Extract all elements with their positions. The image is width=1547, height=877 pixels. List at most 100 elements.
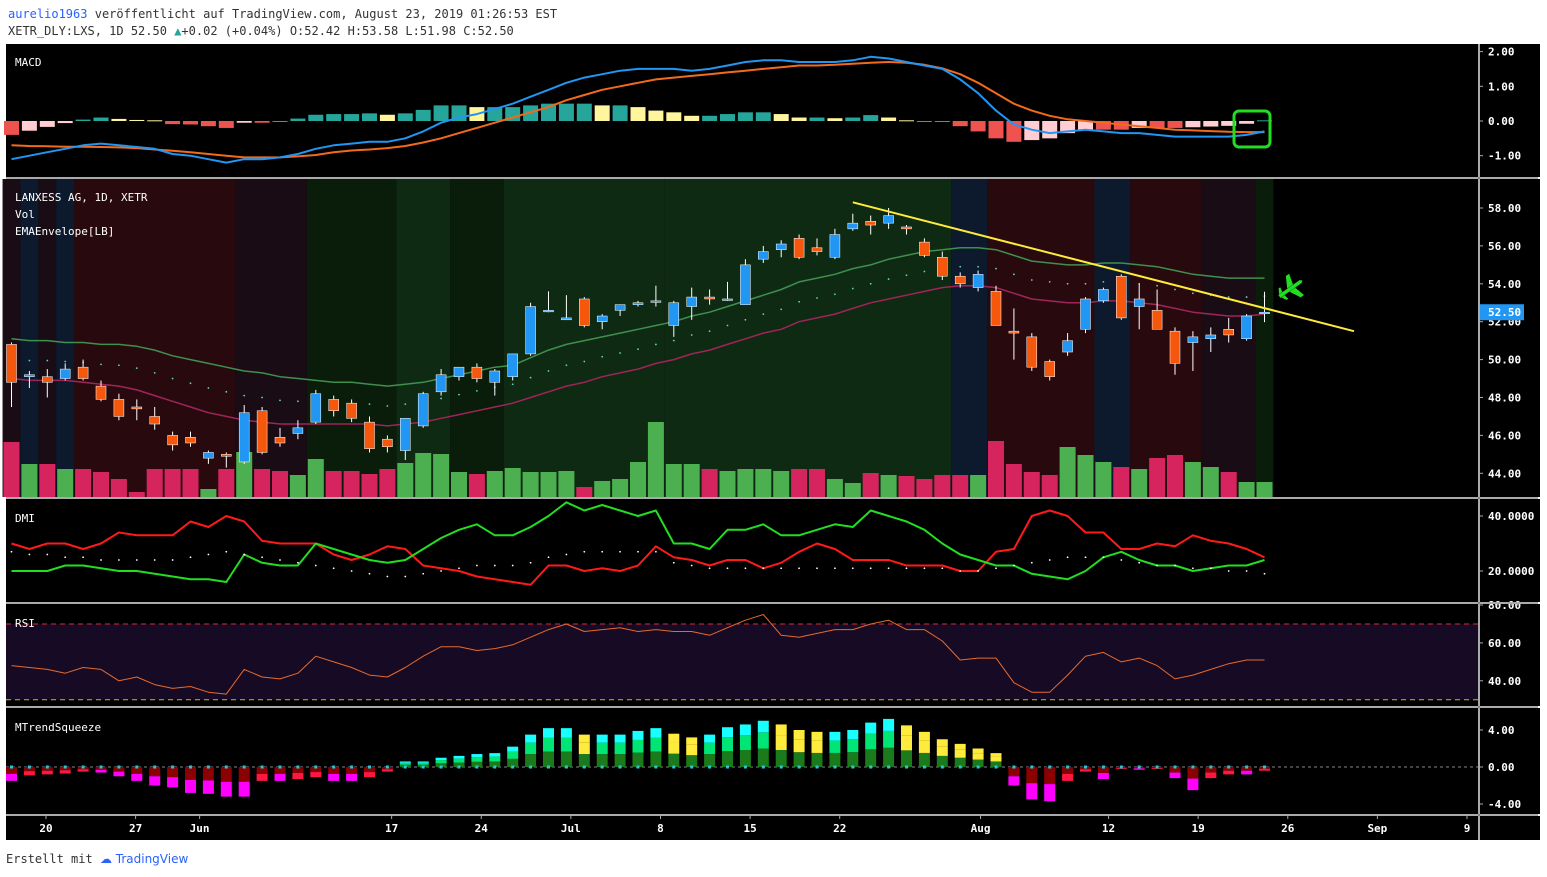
ema-envelope-dot <box>386 405 389 407</box>
volume-bar <box>361 474 378 497</box>
ema-envelope-dot <box>1192 292 1194 295</box>
squeeze-dot <box>1119 765 1123 769</box>
squeeze-bar <box>77 769 89 772</box>
squeeze-bar <box>865 722 877 734</box>
time-tick-label: 12 <box>1102 822 1115 835</box>
ema-envelope-dot <box>440 397 442 400</box>
candle-down <box>328 399 339 412</box>
candle-up <box>668 302 680 326</box>
macd-hist-bar <box>1095 121 1111 130</box>
tradingview-link[interactable]: TradingView <box>115 852 189 866</box>
macd-hist-bar <box>4 121 19 135</box>
macd-hist-bar <box>881 117 897 121</box>
squeeze-dot <box>869 765 873 769</box>
volume-bar <box>576 487 593 497</box>
squeeze-bar <box>578 754 590 767</box>
squeeze-dot <box>457 765 461 769</box>
ema-envelope-dot <box>458 393 460 396</box>
ema-envelope-dot <box>1048 281 1051 283</box>
volume-bar <box>1041 475 1058 497</box>
squeeze-bar <box>113 767 125 772</box>
macd-hist-bar <box>75 119 91 121</box>
dmi-adx-dot <box>780 567 783 570</box>
macd-hist-bar <box>39 121 55 127</box>
ema-envelope-dot <box>207 387 210 389</box>
dmi-adx-dot <box>100 559 102 561</box>
rsi-title: RSI <box>15 617 35 630</box>
squeeze-bar <box>185 779 196 793</box>
squeeze-dot <box>672 765 676 769</box>
squeeze-bar <box>417 762 429 765</box>
squeeze-dot <box>708 765 712 769</box>
macd-hist-bar <box>93 117 109 121</box>
squeeze-bar <box>775 735 787 750</box>
candle-down <box>346 402 357 419</box>
ema-envelope-dot <box>601 355 604 358</box>
macd-hist-bar <box>1239 121 1255 124</box>
pane-macd-bg <box>6 44 1478 177</box>
squeeze-bar <box>883 718 895 731</box>
candle-up <box>758 251 769 260</box>
dmi-adx-dot <box>816 567 818 570</box>
candle-down <box>1116 275 1127 319</box>
last-price-label: 52.50 <box>1488 306 1521 319</box>
macd-signal-line <box>11 61 1265 159</box>
squeeze-dot <box>690 765 694 769</box>
squeeze-bar <box>274 773 286 781</box>
macd-hist-bar <box>773 114 789 121</box>
squeeze-dot <box>385 765 389 769</box>
volume-bar <box>379 469 396 497</box>
candle-up <box>614 304 626 311</box>
candle-up <box>24 374 35 377</box>
candle-up <box>561 317 572 321</box>
volume-bar <box>540 472 557 497</box>
macd-hist-bar <box>433 105 449 121</box>
macd-hist-bar <box>165 121 181 125</box>
squeeze-dot <box>10 765 13 769</box>
macd-hist-bar <box>183 121 198 125</box>
macd-hist-bar <box>916 121 932 122</box>
price-bg-zone <box>74 179 236 497</box>
ema-envelope-dot <box>511 383 514 386</box>
dmi-adx-dot <box>207 553 210 556</box>
dmi-adx-dot <box>529 561 532 564</box>
time-tick-label: 9 <box>1464 822 1471 835</box>
dmi-plus-di-line <box>11 501 1265 583</box>
rsi-y-tick-label: 40.00 <box>1488 675 1521 688</box>
squeeze-bar <box>883 730 895 748</box>
author-link[interactable]: aurelio1963 <box>8 7 88 21</box>
macd-hist-bar <box>1203 121 1219 127</box>
candle-down <box>1169 330 1181 364</box>
squeeze-bar <box>865 749 877 767</box>
price-bg-zone <box>1255 179 1274 497</box>
macd-hist-bar <box>988 121 1004 139</box>
candle-up <box>596 315 608 322</box>
squeeze-dot <box>1012 765 1016 769</box>
squeeze-bar <box>954 743 966 750</box>
volume-bar <box>880 475 897 497</box>
ema-envelope-dot <box>1156 284 1158 287</box>
ema-envelope-dot <box>529 376 532 379</box>
squeeze-dot <box>278 765 282 769</box>
tradingview-brand[interactable]: ☁ TradingView <box>99 852 189 866</box>
squeeze-bar <box>972 759 984 767</box>
volume-bar <box>988 441 1004 497</box>
price-legend-item: LANXESS AG, 1D, XETR <box>15 191 148 204</box>
volume-bar <box>236 452 253 497</box>
volume-bar <box>21 464 38 497</box>
price-pane: LANXESS AG, 1D, XETR Vol EMAEnvelope[LB] 58… <box>2 179 1524 497</box>
squeeze-bar <box>471 757 483 762</box>
macd-hist-bar <box>344 114 360 121</box>
ema-envelope-dot <box>1013 273 1015 276</box>
volume-bar <box>93 472 109 497</box>
squeeze-dot <box>600 765 604 769</box>
squeeze-dot <box>511 765 515 769</box>
volume-bar <box>1202 467 1219 497</box>
volume-bar <box>1077 455 1094 497</box>
time-axis: 20 27 Jun 17 24 Jul 8 15 22 Aug 12 19 26 Sep 9 <box>39 815 1470 835</box>
squeeze-bar <box>23 767 35 772</box>
squeeze-bar <box>722 727 733 738</box>
squeeze-bar <box>95 769 107 773</box>
dmi-y-tick-label: 20.0000 <box>1488 565 1534 578</box>
